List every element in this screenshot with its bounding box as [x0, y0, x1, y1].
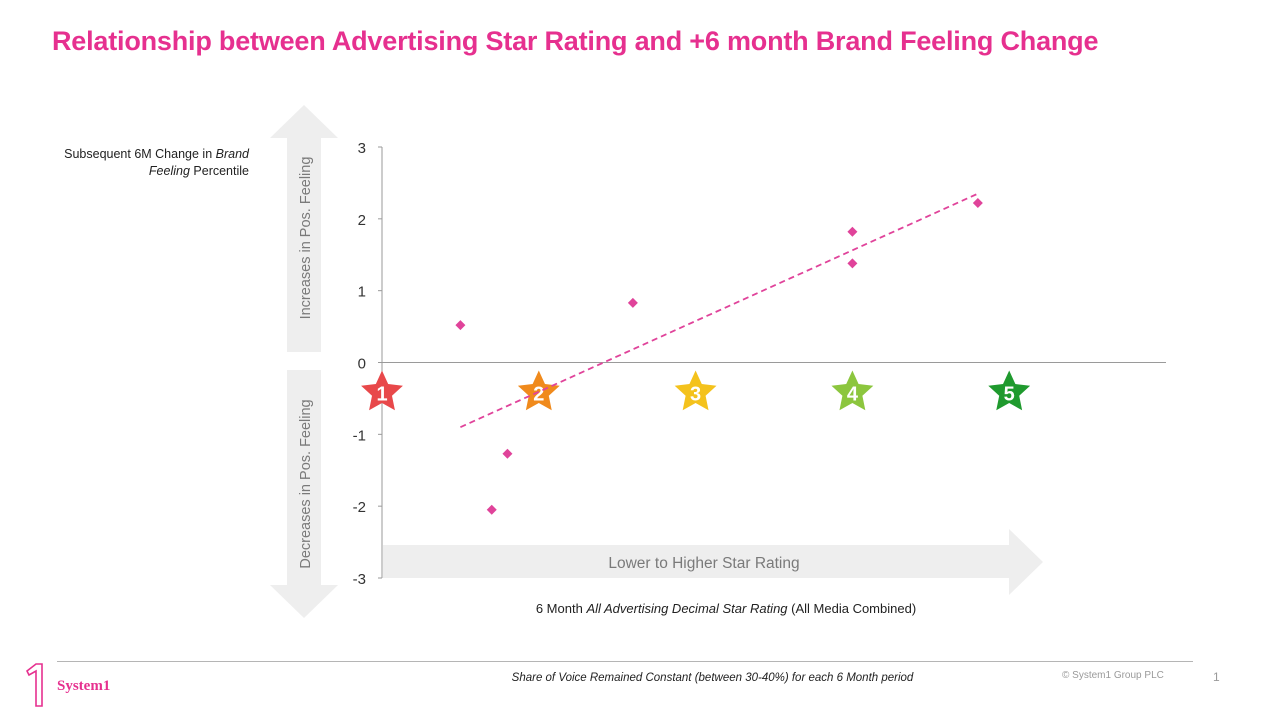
page-number: 1: [1213, 670, 1220, 684]
x-axis-label-italic: All Advertising Decimal Star Rating: [586, 601, 788, 616]
y-tick-label: -1: [353, 427, 366, 444]
down-arrow-icon: [270, 370, 338, 618]
down-arrow-label: Decreases in Pos. Feeling: [298, 399, 314, 568]
trendline: [460, 192, 979, 428]
y-tick-label: 1: [358, 284, 366, 301]
star-1-icon: [361, 370, 403, 411]
star-2-label: 2: [533, 384, 544, 406]
data-point: [502, 448, 513, 459]
data-point: [455, 320, 466, 331]
x-axis-label: 6 Month All Advertising Decimal Star Rat…: [376, 601, 1076, 616]
up-arrow-icon: [270, 105, 338, 352]
x-axis-label-suffix: (All Media Combined): [791, 601, 917, 616]
up-arrow-label: Increases in Pos. Feeling: [298, 157, 314, 320]
logo-text: System1: [57, 678, 111, 694]
y-axis-label-prefix: Subsequent 6M Change in: [64, 147, 213, 161]
star-3-icon: [674, 370, 717, 411]
data-point: [486, 504, 497, 515]
star-1-label: 1: [376, 384, 387, 406]
y-axis-label-suffix: Percentile: [193, 164, 249, 178]
data-point: [847, 258, 858, 269]
star-4-icon: [831, 370, 874, 411]
data-point: [972, 198, 983, 209]
y-tick-label: 0: [358, 356, 366, 373]
copyright: © System1 Group PLC: [1062, 670, 1164, 681]
star-4-label: 4: [847, 384, 859, 406]
data-point: [627, 297, 638, 308]
y-tick-label: -3: [353, 571, 366, 588]
right-arrow-label: Lower to Higher Star Rating: [608, 555, 799, 572]
x-axis-label-prefix: 6 Month: [535, 601, 583, 616]
y-tick-label: 3: [358, 140, 366, 157]
y-tick-label: -2: [353, 499, 366, 516]
y-tick-label: 2: [358, 212, 366, 229]
right-arrow-icon: [383, 529, 1043, 595]
y-axis-label-italic-1: Brand: [215, 147, 249, 161]
footer-divider: [57, 661, 1193, 662]
star-2-icon: [517, 370, 560, 411]
star-5-label: 5: [1004, 384, 1015, 406]
y-axis-label-italic-2: Feeling: [148, 164, 190, 178]
star-5-icon: [988, 370, 1031, 411]
data-point: [847, 226, 858, 237]
system1-logo-icon: [25, 663, 43, 707]
page-title: Relationship between Advertising Star Ra…: [52, 26, 1099, 56]
y-axis-label: Subsequent 6M Change in Brand Feeling Pe…: [20, 146, 249, 180]
star-3-label: 3: [690, 384, 701, 406]
footnote: Share of Voice Remained Constant (betwee…: [511, 672, 914, 684]
